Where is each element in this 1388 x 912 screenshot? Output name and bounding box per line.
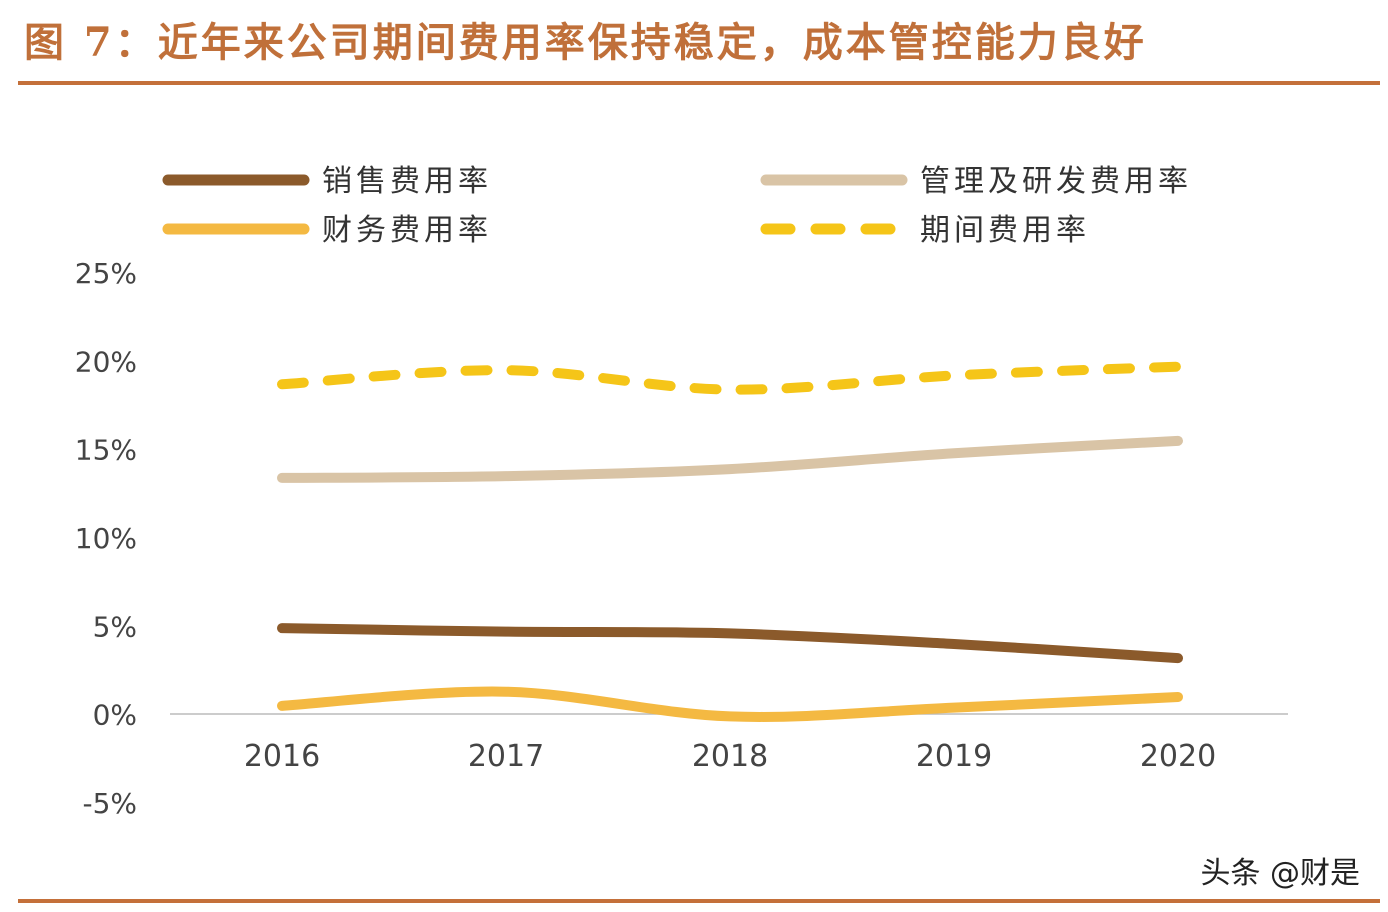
y-tick-label: 20% <box>75 345 137 378</box>
legend-label-1: 管理及研发费用率 <box>920 164 1192 199</box>
series-line-1 <box>277 435 1183 483</box>
y-tick-label: 15% <box>75 434 137 467</box>
legend-label-2: 财务费用率 <box>322 213 492 248</box>
bottom-rule <box>18 899 1380 903</box>
x-tick-label: 2018 <box>692 739 768 774</box>
x-tick-label: 2016 <box>244 739 320 774</box>
x-tick-label: 2017 <box>468 739 544 774</box>
y-tick-label: 10% <box>75 522 137 555</box>
y-tick-label: 0% <box>93 699 137 732</box>
x-tick-label: 2020 <box>1140 739 1216 774</box>
figure-title: 图 7：近年来公司期间费用率保持稳定，成本管控能力良好 <box>24 19 1147 66</box>
top-rule <box>18 81 1380 85</box>
legend-label-3: 期间费用率 <box>920 213 1090 248</box>
watermark: 头条 @财是 <box>1200 856 1360 891</box>
y-tick-label: -5% <box>82 787 137 820</box>
series-line-2 <box>277 686 1183 722</box>
x-axis: 2016 2017 2018 2019 2020 <box>244 739 1216 774</box>
x-tick-label: 2019 <box>916 739 992 774</box>
series-line-3 <box>277 361 1183 395</box>
legend-label-0: 销售费用率 <box>322 164 492 199</box>
y-tick-label: 5% <box>93 610 137 643</box>
y-tick-label: 25% <box>75 257 137 290</box>
y-axis: -5% 0% 5% 10% 15% 20% 25% <box>75 257 137 820</box>
series-line-0 <box>277 623 1183 664</box>
series-group <box>277 361 1183 722</box>
